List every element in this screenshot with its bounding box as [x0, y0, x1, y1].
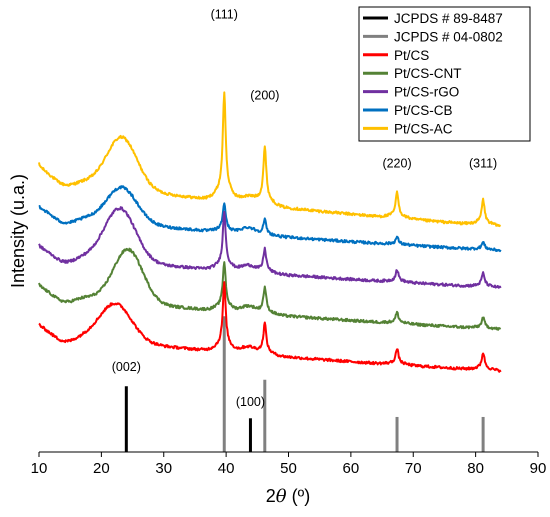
- legend-label: Pt/CS: [394, 48, 429, 63]
- legend-label: JCPDS # 89-8487: [394, 11, 503, 26]
- x-axis-title: 2θ (º): [266, 486, 310, 507]
- x-axis-title-theta: θ: [276, 486, 287, 507]
- legend-label: Pt/CS-AC: [394, 121, 453, 136]
- y-axis-title: Intensity (u.a.): [8, 174, 28, 288]
- x-axis-title-prefix: 2: [266, 486, 276, 506]
- legend-label: Pt/CS-rGO: [394, 85, 459, 100]
- peak-label: (220): [382, 156, 411, 170]
- x-tick-label: 80: [467, 460, 484, 477]
- legend-label: Pt/CS-CNT: [394, 66, 462, 81]
- x-tick-label: 90: [530, 460, 547, 477]
- reference-jcpds-89-8487: [124, 386, 252, 452]
- legend-label: JCPDS # 04-0802: [394, 29, 503, 44]
- x-tick-label: 40: [218, 460, 235, 477]
- series-pt-cs-ac: [38, 91, 502, 228]
- x-axis-title-unit: (º): [287, 486, 311, 506]
- legend: JCPDS # 89-8487 JCPDS # 04-0802 Pt/CS Pt/CS…: [358, 6, 531, 142]
- reference-jcpds-04-0802: [222, 316, 485, 452]
- x-tick-label: 30: [155, 460, 172, 477]
- series-pt-cs-cnt: [38, 247, 502, 331]
- x-tick-label: 50: [280, 460, 297, 477]
- peak-annotations: (111) (200) (220) (311) (002) (100): [112, 7, 498, 409]
- peak-label: (200): [250, 88, 279, 102]
- x-tick-label: 70: [405, 460, 422, 477]
- x-tick-label: 10: [31, 460, 48, 477]
- peak-label: (002): [112, 360, 141, 374]
- x-axis-ticks: 10 20 30 40 50 60 70 80 90: [31, 452, 547, 477]
- series-pt-cs-cb: [38, 185, 502, 253]
- legend-label: Pt/CS-CB: [394, 103, 453, 118]
- series-pt-cs-rgo: [38, 206, 502, 289]
- x-tick-label: 20: [93, 460, 110, 477]
- series-pt-cs: [38, 281, 502, 373]
- plot-area: [38, 91, 502, 452]
- peak-label: (311): [469, 156, 497, 170]
- peak-label: (111): [211, 7, 238, 21]
- x-tick-label: 60: [343, 460, 360, 477]
- peak-label: (100): [236, 395, 265, 409]
